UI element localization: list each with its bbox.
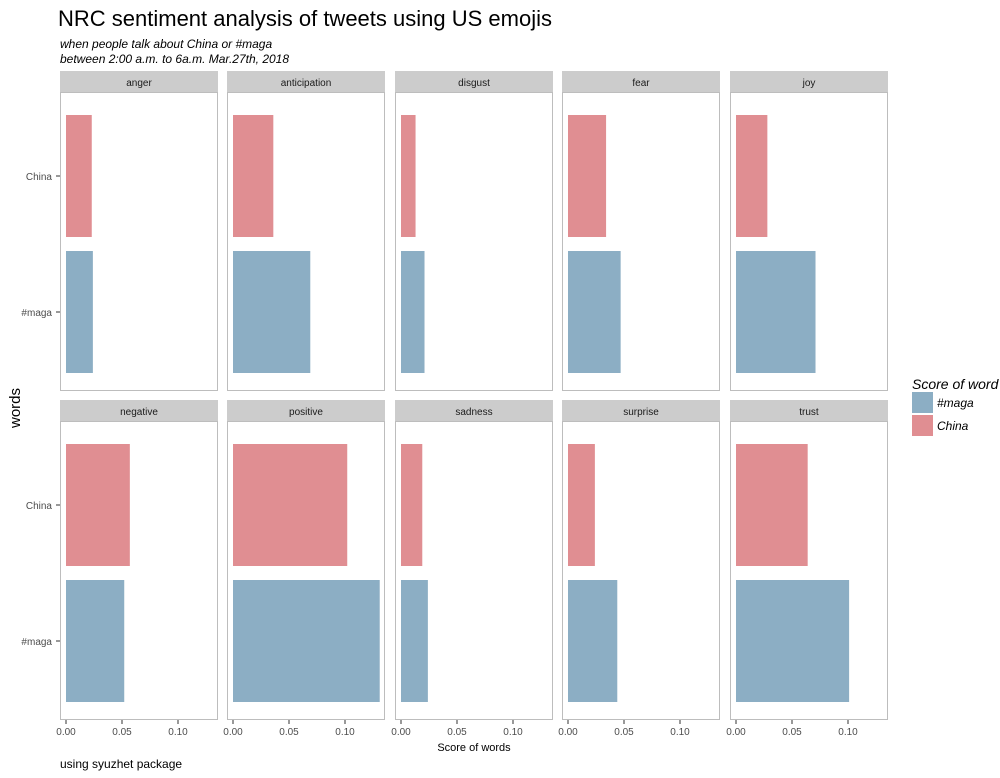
x-tick-label: 0.00	[391, 727, 411, 738]
x-tick-label: 0.05	[112, 727, 132, 738]
facet-negative: negative China #maga 0.00 0.05 0.10	[21, 400, 218, 738]
legend-swatch-china	[912, 415, 933, 436]
chart-caption: using syuzhet package	[60, 757, 182, 771]
legend: Score of word #maga China	[912, 376, 1000, 436]
facet-strip	[562, 71, 720, 92]
bar-joy-maga	[736, 251, 816, 373]
x-tick-label: 0.05	[782, 727, 802, 738]
x-tick-label: 0.10	[503, 727, 523, 738]
facet-strip	[562, 400, 720, 421]
chart-subtitle-line-1: when people talk about China or #maga	[60, 37, 272, 51]
facet-surprise: surprise 0.00 0.05 0.10	[558, 400, 720, 738]
bar-sadness-maga	[401, 580, 428, 702]
bar-negative-maga	[66, 580, 125, 702]
facet-positive: positive 0.00 0.05 0.10	[223, 400, 385, 738]
facet-strip-label: anticipation	[281, 78, 332, 89]
facet-trust: trust 0.00 0.05 0.10	[726, 400, 888, 738]
facet-strip	[395, 71, 553, 92]
x-tick-label: 0.10	[168, 727, 188, 738]
bar-positive-china	[233, 444, 348, 566]
bar-fear-china	[568, 115, 607, 237]
chart-subtitle-line-2: between 2:00 a.m. to 6a.m. Mar.27th, 201…	[60, 52, 289, 66]
y-tick-label: #maga	[21, 308, 52, 319]
bar-sadness-china	[401, 444, 423, 566]
facet-strip	[730, 71, 888, 92]
x-tick-label: 0.10	[670, 727, 690, 738]
bar-anticipation-china	[233, 115, 274, 237]
bar-anger-maga	[66, 251, 93, 373]
facet-strip-label: negative	[120, 407, 158, 418]
bar-disgust-china	[401, 115, 416, 237]
y-tick-label: China	[26, 172, 53, 183]
x-tick-label: 0.00	[56, 727, 76, 738]
facet-disgust: disgust	[395, 71, 553, 391]
bar-trust-maga	[736, 580, 850, 702]
facet-joy: joy	[730, 71, 888, 391]
y-tick-label: China	[26, 501, 53, 512]
legend-label-china: China	[937, 419, 969, 433]
facet-anticipation: anticipation	[227, 71, 385, 391]
bar-positive-maga	[233, 580, 380, 702]
facet-strip-label: fear	[632, 78, 650, 89]
x-tick-label: 0.05	[279, 727, 299, 738]
facet-strip	[730, 400, 888, 421]
x-tick-label: 0.00	[726, 727, 746, 738]
bar-anger-china	[66, 115, 92, 237]
facet-strip	[395, 400, 553, 421]
bar-surprise-china	[568, 444, 595, 566]
x-tick-label: 0.10	[335, 727, 355, 738]
facet-strip-label: joy	[802, 78, 816, 89]
bar-surprise-maga	[568, 580, 618, 702]
facet-strip	[227, 71, 385, 92]
y-axis-title: words	[7, 388, 24, 429]
legend-swatch-maga	[912, 392, 933, 413]
y-tick-label: #maga	[21, 637, 52, 648]
x-tick-label: 0.05	[614, 727, 634, 738]
facet-strip-label: anger	[126, 78, 152, 89]
legend-title: Score of word	[912, 376, 1000, 392]
facet-strip	[60, 400, 218, 421]
chart-title: NRC sentiment analysis of tweets using U…	[58, 6, 552, 31]
x-tick-label: 0.00	[223, 727, 243, 738]
facet-strip	[227, 400, 385, 421]
x-axis-title: Score of words	[437, 742, 511, 754]
facet-strip-label: surprise	[623, 407, 659, 418]
facet-strip	[60, 71, 218, 92]
x-tick-label: 0.10	[838, 727, 858, 738]
bar-joy-china	[736, 115, 768, 237]
x-tick-label: 0.05	[447, 727, 467, 738]
facet-grid: anger China #maga anticipation disgust fear jo…	[21, 71, 888, 738]
bar-fear-maga	[568, 251, 621, 373]
bar-anticipation-maga	[233, 251, 311, 373]
facet-anger: anger China #maga	[21, 71, 218, 391]
facet-strip-label: positive	[289, 407, 323, 418]
legend-label-maga: #maga	[937, 396, 974, 410]
facet-fear: fear	[562, 71, 720, 391]
bar-trust-china	[736, 444, 808, 566]
facet-strip-label: sadness	[455, 407, 492, 418]
facet-sadness: sadness 0.00 0.05 0.10	[391, 400, 553, 738]
facet-strip-label: disgust	[458, 78, 490, 89]
bar-negative-china	[66, 444, 130, 566]
facet-strip-label: trust	[799, 407, 819, 418]
bar-disgust-maga	[401, 251, 425, 373]
x-tick-label: 0.00	[558, 727, 578, 738]
